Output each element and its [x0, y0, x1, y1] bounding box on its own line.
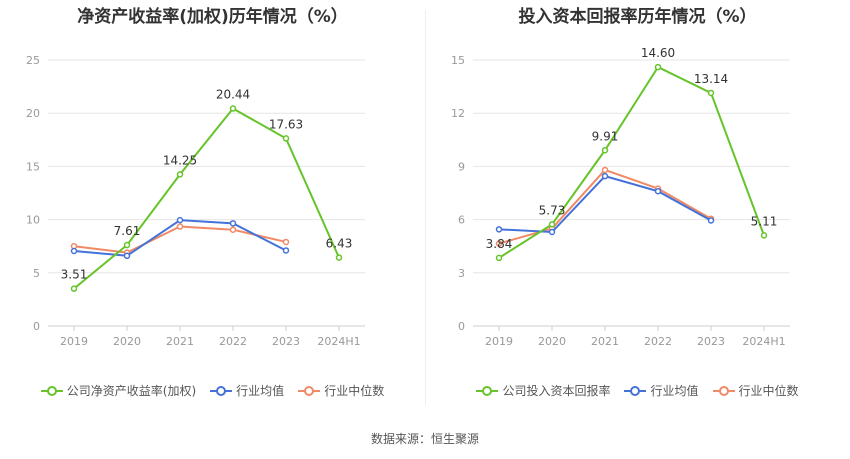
- data-point: [601, 166, 609, 174]
- x-tick-label: 2020: [113, 335, 141, 348]
- data-point: [176, 223, 184, 230]
- y-tick-label: 12: [451, 107, 465, 120]
- data-point: [707, 89, 715, 97]
- legend-item[interactable]: 行业中位数: [712, 382, 799, 399]
- legend-item[interactable]: 行业中位数: [298, 382, 384, 399]
- legend-marker-icon: [298, 385, 321, 397]
- data-label: 7.61: [114, 224, 141, 238]
- roe-chart-panel: 净资产收益率(加权)历年情况（%） 0 5 10 15 20 25 2019 2020 2021…: [0, 0, 425, 415]
- data-point: [335, 254, 343, 261]
- data-point: [176, 216, 184, 224]
- data-point: [548, 228, 556, 236]
- panel-divider: [425, 10, 426, 405]
- x-tick-label: 2023: [697, 335, 725, 348]
- x-tick-label: 2019: [485, 335, 513, 348]
- x-tick-label: 2024H1: [742, 335, 785, 348]
- data-point: [601, 172, 609, 180]
- x-tick-label: 2021: [166, 335, 194, 348]
- data-label: 3.51: [61, 268, 88, 282]
- y-tick-label: 15: [26, 160, 40, 173]
- series-line: [73, 107, 340, 290]
- data-point: [654, 63, 662, 71]
- legend-marker-icon: [210, 385, 233, 397]
- data-label: 20.44: [216, 88, 250, 102]
- data-point: [229, 220, 237, 227]
- y-tick-label: 0: [458, 320, 465, 333]
- data-point: [282, 238, 290, 246]
- y-tick-label: 9: [458, 160, 465, 173]
- data-label: 3.84: [486, 237, 513, 251]
- data-point: [229, 226, 237, 233]
- data-point: [495, 240, 503, 247]
- data-point: [70, 285, 78, 292]
- x-tick-label: 2019: [60, 335, 88, 348]
- data-label: 14.60: [641, 46, 675, 60]
- roic-chart-panel: 投入资本回报率历年情况（%） 0 3 6 9 12 15 2019 2020 2021 2022 2…: [425, 0, 850, 415]
- data-point: [548, 221, 556, 228]
- legend-label: 公司净资产收益率(加权): [66, 384, 197, 398]
- data-point: [123, 241, 131, 249]
- data-point: [601, 147, 609, 154]
- y-tick-label: 25: [26, 54, 40, 67]
- roic-chart: 0 3 6 9 12 15 2019 2020 2021 2022 2023 2024H1 3.84 5.…: [451, 46, 790, 348]
- data-point: [282, 135, 290, 142]
- legend-marker-icon: [712, 385, 735, 397]
- legend-item[interactable]: 公司投入资本回报率: [476, 382, 610, 399]
- data-point: [70, 247, 78, 255]
- legend-label: 行业均值: [650, 384, 699, 398]
- data-point: [495, 254, 503, 262]
- y-tick-label: 6: [458, 214, 465, 227]
- legend-item[interactable]: 公司净资产收益率(加权): [40, 382, 197, 399]
- y-tick-label: 20: [26, 107, 40, 120]
- x-tick-label: 2021: [591, 335, 619, 348]
- legend-item[interactable]: 行业均值: [210, 382, 284, 399]
- data-point: [495, 226, 503, 233]
- x-tick-label: 2020: [538, 335, 566, 348]
- data-label: 9.91: [592, 129, 619, 143]
- data-point: [123, 252, 131, 260]
- data-point: [760, 232, 768, 239]
- data-label: 13.14: [694, 72, 728, 86]
- data-label: 6.43: [326, 237, 353, 251]
- data-label: 14.25: [163, 153, 197, 167]
- data-point: [176, 171, 184, 178]
- data-label: 5.11: [751, 214, 778, 228]
- y-tick-label: 0: [33, 320, 40, 333]
- roic-chart-legend: 公司投入资本回报率 行业均值 行业中位数: [425, 382, 850, 399]
- legend-label: 行业中位数: [738, 384, 799, 398]
- x-tick-label: 2022: [644, 335, 672, 348]
- legend-item[interactable]: 行业均值: [624, 382, 699, 399]
- data-source-note: 数据来源：恒生聚源: [370, 432, 479, 446]
- data-label: 17.63: [269, 117, 303, 131]
- y-tick-label: 3: [458, 267, 465, 280]
- roic-chart-title: 投入资本回报率历年情况（%）: [518, 7, 757, 27]
- y-tick-label: 15: [451, 54, 465, 67]
- roe-chart-title: 净资产收益率(加权)历年情况（%）: [77, 7, 348, 27]
- x-tick-label: 2022: [219, 335, 247, 348]
- data-point: [707, 217, 715, 224]
- data-point: [282, 247, 290, 254]
- legend-marker-icon: [624, 385, 647, 397]
- series-line: [498, 168, 712, 245]
- legend-marker-icon: [476, 385, 499, 397]
- legend-marker-icon: [40, 385, 63, 397]
- series-line: [73, 225, 287, 254]
- data-point: [229, 105, 237, 112]
- roe-chart: 0 5 10 15 20 25 2019 2020 2021 2022 2023 2024H1 3.51…: [26, 54, 365, 348]
- series-line: [498, 175, 712, 234]
- data-point: [654, 187, 662, 195]
- y-tick-label: 5: [33, 267, 40, 280]
- roe-chart-legend: 公司净资产收益率(加权) 行业均值 行业中位数: [0, 382, 425, 399]
- x-tick-label: 2023: [272, 335, 300, 348]
- legend-label: 公司投入资本回报率: [502, 384, 611, 398]
- series-line: [498, 65, 765, 259]
- legend-label: 行业中位数: [324, 384, 385, 398]
- y-tick-label: 10: [26, 214, 40, 227]
- x-tick-label: 2024H1: [317, 335, 360, 348]
- legend-label: 行业均值: [236, 384, 285, 398]
- data-label: 5.73: [539, 203, 566, 217]
